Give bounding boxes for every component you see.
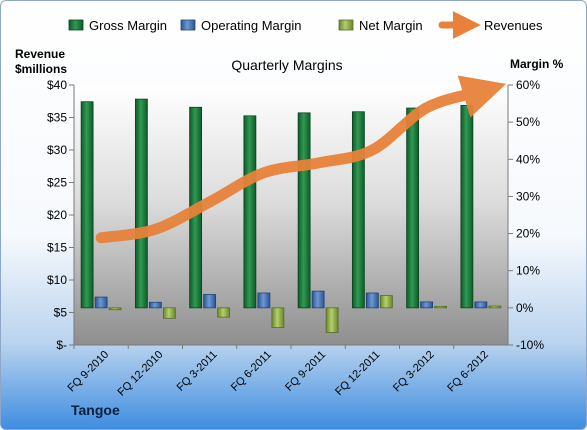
operating-margin-bar xyxy=(257,292,271,309)
left-axis-tick-label: $20 xyxy=(47,208,67,222)
operating-margin-bar xyxy=(420,301,434,309)
category-label: FQ 9-2010 xyxy=(66,349,112,395)
left-axis-tick-label: $- xyxy=(56,338,67,352)
right-axis-ticks: -10% 0% 10% 20% 30% 40% 50% 60% xyxy=(508,78,544,352)
category-label: FQ 3-2012 xyxy=(391,349,437,395)
gross-margin-bar xyxy=(297,112,311,309)
operating-margin-bar xyxy=(148,301,162,309)
category-label: FQ 9-2011 xyxy=(283,349,328,394)
right-axis-tick-label: 10% xyxy=(516,264,540,278)
category-label: FQ 6-2012 xyxy=(445,349,491,395)
left-axis-tick-label: $35 xyxy=(47,111,67,125)
left-axis-ticks: $- $5 $10 $15 $20 $25 $30 $35 $40 xyxy=(47,78,74,352)
gross-margin-bar xyxy=(243,115,257,309)
operating-margin-bar xyxy=(365,292,379,309)
category-label: FQ 12-2010 xyxy=(116,349,166,399)
legend-label-operating-margin: Operating Margin xyxy=(201,18,301,33)
net-margin-bar xyxy=(434,305,448,309)
left-axis-tick-label: $30 xyxy=(47,143,67,157)
legend-label-revenues: Revenues xyxy=(484,18,543,33)
gross-margin-bar xyxy=(406,107,420,309)
net-margin-bar xyxy=(325,307,339,333)
right-axis-tick-label: -10% xyxy=(516,338,544,352)
operating-margin-bar xyxy=(311,290,325,309)
legend-label-net-margin: Net Margin xyxy=(359,18,423,33)
right-axis-tick-label: 60% xyxy=(516,78,540,92)
right-axis-label: Margin % xyxy=(510,57,564,71)
operating-margin-bar xyxy=(203,294,217,309)
left-axis-tick-label: $40 xyxy=(47,78,67,92)
category-label: FQ 12-2011 xyxy=(333,349,382,398)
gross-margin-bar xyxy=(80,101,94,309)
net-margin-bar xyxy=(217,307,231,318)
net-margin-bar xyxy=(108,307,122,311)
category-label: FQ 3-2011 xyxy=(175,349,220,394)
left-axis-tick-label: $10 xyxy=(47,273,67,287)
left-axis-tick-label: $5 xyxy=(54,306,68,320)
legend-swatch-gross-margin xyxy=(68,19,84,31)
net-margin-bar xyxy=(488,305,502,309)
legend: Gross Margin Operating Margin Net Margin Re… xyxy=(68,11,543,39)
gross-margin-bar xyxy=(351,111,365,309)
gross-margin-bar xyxy=(460,105,474,309)
net-margin-bar xyxy=(379,295,393,309)
operating-margin-bar xyxy=(474,301,488,309)
chart-title: Quarterly Margins xyxy=(231,57,342,73)
right-axis-tick-label: 20% xyxy=(516,227,540,241)
right-axis-tick-label: 50% xyxy=(516,115,540,129)
company-label: Tangoe xyxy=(71,402,120,418)
left-axis-label-line2: $millions xyxy=(15,62,67,76)
right-axis-tick-label: 0% xyxy=(516,301,534,315)
left-axis-label-line1: Revenue xyxy=(15,47,65,61)
revenues-line xyxy=(95,75,507,244)
revenue-line xyxy=(95,75,507,244)
right-axis-tick-label: 30% xyxy=(516,189,540,203)
right-axis-tick-label: 40% xyxy=(516,152,540,166)
net-margin-bar xyxy=(162,307,176,319)
legend-label-gross-margin: Gross Margin xyxy=(89,18,167,33)
left-axis-tick-label: $15 xyxy=(47,241,67,255)
operating-margin-bar xyxy=(94,296,108,309)
net-margin-bar xyxy=(271,307,285,328)
legend-swatch-net-margin xyxy=(338,19,354,31)
category-label: FQ 6-2011 xyxy=(229,349,274,394)
bar-marks xyxy=(73,98,502,349)
legend-swatch-operating-margin xyxy=(180,19,196,31)
left-axis-tick-label: $25 xyxy=(47,176,67,190)
category-labels: FQ 9-2010 FQ 12-2010 FQ 3-2011 FQ 6-2011 FQ … xyxy=(66,349,491,399)
gross-margin-bar xyxy=(134,98,148,309)
